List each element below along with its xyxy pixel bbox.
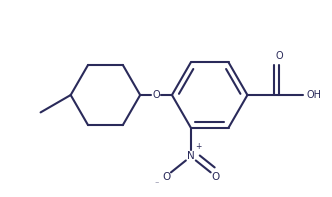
Text: O: O (152, 90, 160, 100)
Text: N: N (187, 151, 195, 161)
Text: O: O (275, 51, 283, 61)
Text: O: O (162, 172, 170, 182)
Text: +: + (196, 142, 202, 151)
Text: O: O (211, 172, 220, 182)
Text: OH: OH (306, 90, 321, 100)
Text: ⁻: ⁻ (155, 180, 159, 189)
